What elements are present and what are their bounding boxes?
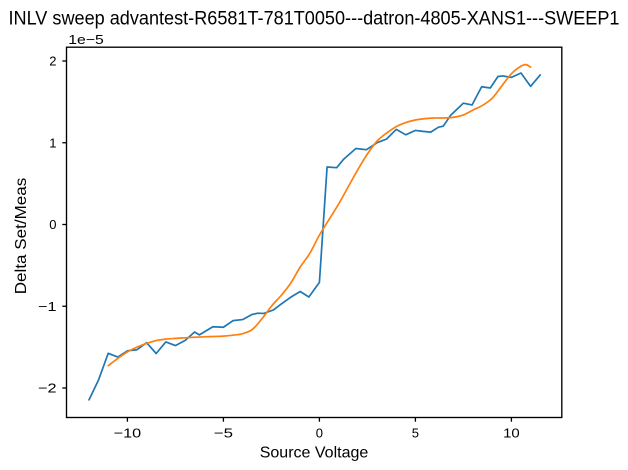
svg-text:−2: −2 bbox=[38, 381, 57, 396]
svg-text:−10: −10 bbox=[114, 426, 142, 441]
svg-text:5: 5 bbox=[412, 426, 419, 441]
svg-text:Source Voltage: Source Voltage bbox=[260, 445, 369, 462]
svg-text:1: 1 bbox=[49, 135, 56, 150]
svg-text:−5: −5 bbox=[214, 426, 233, 441]
svg-text:0: 0 bbox=[49, 217, 56, 232]
svg-text:−1: −1 bbox=[38, 299, 57, 314]
svg-text:0: 0 bbox=[316, 426, 323, 441]
svg-text:1e−5: 1e−5 bbox=[68, 32, 104, 47]
svg-text:INLV sweep advantest-R6581T-78: INLV sweep advantest-R6581T-781T0050---d… bbox=[9, 9, 620, 30]
svg-text:2: 2 bbox=[49, 54, 56, 69]
svg-text:10: 10 bbox=[503, 426, 520, 441]
svg-text:Delta Set/Meas: Delta Set/Meas bbox=[13, 178, 30, 295]
